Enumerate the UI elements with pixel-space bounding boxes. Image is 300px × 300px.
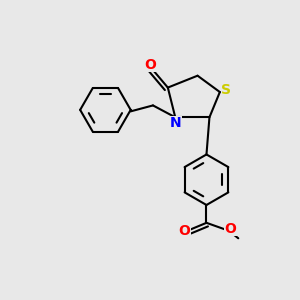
Text: O: O <box>178 224 190 239</box>
Text: O: O <box>144 58 156 72</box>
Text: O: O <box>224 222 236 236</box>
Text: N: N <box>169 116 181 130</box>
Text: S: S <box>221 83 231 97</box>
